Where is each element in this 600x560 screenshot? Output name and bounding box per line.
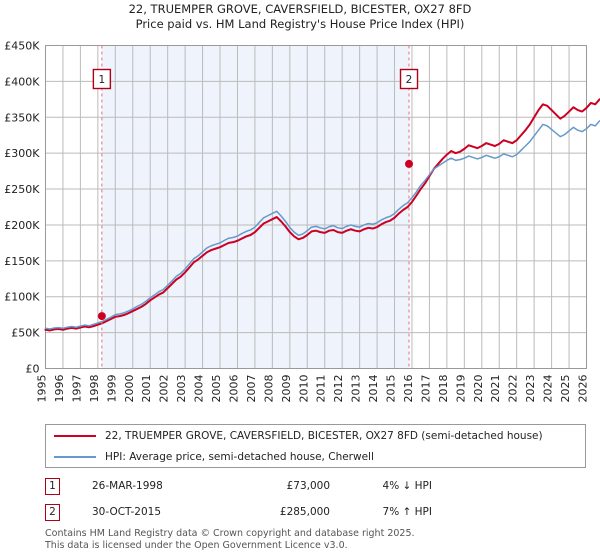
transaction-marker-label: 2 — [406, 74, 413, 86]
x-axis-tick-label: 1997 — [70, 375, 83, 403]
footer-line-2: This data is licensed under the Open Gov… — [45, 539, 348, 551]
x-axis-tick-label: 2004 — [193, 375, 206, 403]
x-axis-tick-label: 2011 — [315, 375, 328, 403]
x-axis-tick-label: 2019 — [454, 375, 467, 403]
x-axis-tick-label: 2018 — [437, 375, 450, 403]
x-axis-tick-label: 2022 — [507, 375, 520, 403]
x-axis-tick-label: 2008 — [262, 375, 275, 403]
title-line-1: 22, TRUEMPER GROVE, CAVERSFIELD, BICESTE… — [128, 2, 472, 16]
x-axis-tick-label: 2007 — [245, 375, 258, 403]
x-axis-tick-label: 2026 — [577, 375, 590, 403]
legend-swatch-price-paid — [54, 435, 96, 437]
legend-swatch-hpi — [54, 456, 96, 458]
highlight-band — [101, 45, 410, 369]
x-axis-tick-label: 2013 — [350, 375, 363, 403]
legend-item-price-paid: 22, TRUEMPER GROVE, CAVERSFIELD, BICESTE… — [46, 426, 585, 446]
series-line-hpi — [44, 120, 600, 330]
x-axis-tick-label: 2003 — [175, 375, 188, 403]
x-axis-tick-label: 2001 — [140, 375, 153, 403]
transaction-index-2: 2 — [45, 503, 60, 521]
x-axis-tick-label: 1999 — [105, 375, 118, 403]
y-axis-tick-label: £50K — [11, 327, 40, 340]
y-axis-tick-label: £150K — [4, 255, 40, 268]
legend-item-hpi: HPI: Average price, semi-detached house,… — [46, 447, 585, 467]
transaction-index-1: 1 — [45, 477, 60, 495]
transaction-marker-dot — [405, 159, 414, 168]
plot-frame — [45, 45, 587, 369]
x-axis-tick-label: 2006 — [227, 375, 240, 403]
table-row: 2 30-OCT-2015 £285,000 7% ↑ HPI — [45, 499, 586, 525]
transaction-marker-box — [399, 68, 419, 90]
x-axis-tick-label: 2015 — [385, 375, 398, 403]
y-axis-tick-label: £100K — [4, 291, 40, 304]
y-axis-tick-label: £300K — [4, 147, 40, 160]
x-axis-tick-label: 2012 — [332, 375, 345, 403]
x-axis-tick-label: 2024 — [542, 375, 555, 403]
x-axis-tick-label: 2017 — [419, 375, 432, 403]
transaction-marker-dot — [97, 312, 106, 321]
x-axis-tick-label: 1998 — [88, 375, 101, 403]
footer-line-1: Contains HM Land Registry data © Crown c… — [45, 528, 415, 539]
transaction-hpi-delta-1: 4% ↓ HPI — [382, 480, 432, 492]
transaction-marker-box — [92, 68, 112, 90]
x-axis-tick-label: 1996 — [53, 375, 66, 403]
x-axis-tick-label: 2009 — [280, 375, 293, 403]
y-axis-tick-label: £0 — [26, 363, 40, 376]
legend-label-price-paid: 22, TRUEMPER GROVE, CAVERSFIELD, BICESTE… — [105, 430, 543, 442]
x-axis-tick-label: 2002 — [158, 375, 171, 403]
y-axis-tick-label: £350K — [4, 111, 40, 124]
y-axis-tick-label: £450K — [4, 40, 40, 53]
x-axis-tick-label: 2010 — [297, 375, 310, 403]
transaction-date-1: 26-MAR-1998 — [92, 480, 163, 492]
y-axis-tick-label: £400K — [4, 75, 40, 88]
x-axis-tick-label: 2014 — [367, 375, 380, 403]
title-line-2: Price paid vs. HM Land Registry's House … — [135, 17, 465, 31]
transaction-price-1: £73,000 — [286, 480, 330, 492]
table-row: 1 26-MAR-1998 £73,000 4% ↓ HPI — [45, 473, 586, 499]
chart-canvas: £0 £50K £100K £150K £200K £250K £300K £350K £400… — [4, 40, 600, 403]
chart-title: 22, TRUEMPER GROVE, CAVERSFIELD, BICESTE… — [0, 2, 600, 32]
x-axis-tick-label: 2016 — [402, 375, 415, 403]
transaction-hpi-delta-2: 7% ↑ HPI — [382, 506, 432, 518]
x-axis-tick-label: 2020 — [472, 375, 485, 403]
x-axis-tick-label: 1995 — [36, 375, 49, 403]
x-axis-tick-label: 2025 — [559, 375, 572, 403]
chart-legend: 22, TRUEMPER GROVE, CAVERSFIELD, BICESTE… — [45, 424, 586, 468]
transactions-table: 1 26-MAR-1998 £73,000 4% ↓ HPI 2 30-OCT-… — [45, 473, 586, 525]
x-axis-tick-label: 2000 — [123, 375, 136, 403]
attribution-footer: Contains HM Land Registry data © Crown c… — [45, 528, 586, 551]
x-axis-tick-label: 2021 — [489, 375, 502, 403]
series-line-price-paid — [44, 98, 600, 332]
x-axis-tick-label: 2005 — [210, 375, 223, 403]
transaction-price-2: £285,000 — [279, 506, 330, 518]
legend-label-hpi: HPI: Average price, semi-detached house,… — [105, 451, 374, 463]
x-axis-tick-label: 2023 — [524, 375, 537, 403]
y-axis-tick-label: £200K — [4, 219, 40, 232]
transaction-date-2: 30-OCT-2015 — [92, 506, 161, 518]
price-history-chart: £0 £50K £100K £150K £200K £250K £300K £350K £400… — [4, 40, 600, 403]
y-axis-tick-label: £250K — [4, 183, 40, 196]
transaction-marker-label: 1 — [99, 74, 106, 86]
